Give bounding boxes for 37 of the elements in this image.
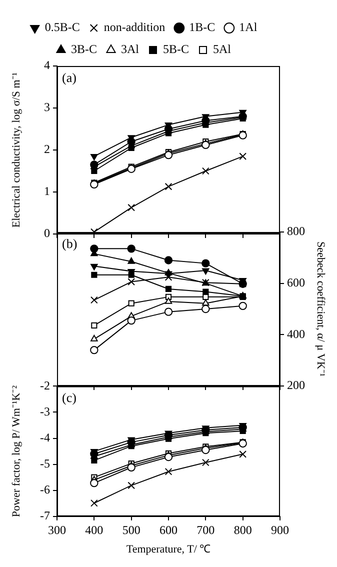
y2-tick-label: 400 [287, 326, 305, 341]
x-axis-title: Temperature, T/ ℃ [126, 543, 211, 556]
x-tick-label: 500 [122, 522, 140, 537]
y-tick-label: -3 [40, 404, 50, 418]
legend-label: 0.5B-C [44, 20, 80, 34]
legend-label: 3Al [121, 42, 140, 56]
legend-label: 1Al [239, 20, 258, 34]
legend-label: 5B-C [163, 42, 190, 56]
annotation: (b) [62, 236, 78, 251]
y2-tick-label: 800 [287, 224, 305, 238]
y-tick-label: 0 [44, 226, 50, 240]
x-tick-label: 700 [196, 522, 215, 537]
x-tick-label: 800 [234, 522, 252, 537]
y2-axis-title: Seebeck coefficient, α/ μ VK⁻¹ [314, 241, 327, 377]
y-tick-label: 2 [44, 142, 50, 156]
x-tick-label: 400 [85, 522, 104, 537]
legend-label: non-addition [104, 20, 166, 34]
y-tick-label: 4 [44, 58, 50, 72]
legend-label: 5Al [213, 42, 232, 56]
y-axis-title: Power factor, log P/ Wm⁻¹K⁻² [10, 384, 22, 518]
y-axis-title: Electrical conductivity, log σ/S m⁻¹ [10, 72, 22, 228]
y2-tick-label: 200 [287, 378, 305, 392]
y-tick-label: -4 [40, 430, 50, 444]
x-tick-label: 300 [48, 522, 66, 537]
y-tick-label: -2 [40, 378, 50, 392]
x-tick-label: 600 [160, 522, 178, 537]
annotation: (a) [62, 70, 76, 85]
y-tick-label: -7 [40, 508, 50, 523]
legend-label: 3B-C [70, 42, 98, 56]
x-tick-label: 900 [271, 522, 289, 537]
y2-tick-label: 600 [287, 275, 305, 290]
y-tick-label: 1 [44, 184, 50, 198]
annotation: (c) [62, 390, 76, 406]
legend-label: 1B-C [189, 20, 216, 34]
y-tick-label: -6 [40, 482, 50, 497]
y-tick-label: -5 [40, 456, 50, 470]
y-tick-label: 3 [44, 100, 50, 114]
